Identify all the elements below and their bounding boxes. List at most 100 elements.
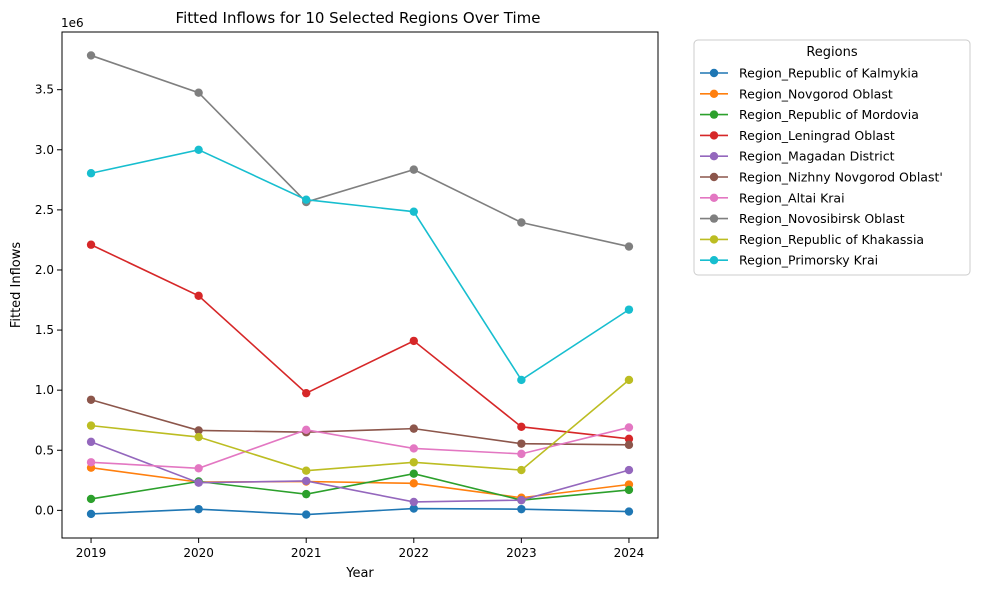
x-tick-label: 2020	[183, 546, 214, 560]
y-axis: 0.0 0.5 1.0 1.5 2.0 2.5 3.0 3.5	[35, 83, 62, 517]
plot-area	[86, 51, 634, 519]
x-tick-label: 2023	[506, 546, 537, 560]
data-point	[302, 195, 311, 204]
legend-entry: Region_Primorsky Krai	[700, 253, 878, 268]
y-tick-label: 2.5	[35, 203, 54, 217]
data-point	[409, 424, 418, 433]
data-point	[302, 466, 311, 475]
data-point	[409, 458, 418, 467]
legend-items: Region_Republic of Kalmykia Region_Novgor…	[700, 66, 943, 268]
x-axis: 2019 2020 2021 2022 2023 2024	[76, 538, 644, 560]
legend-label: Region_Republic of Kalmykia	[739, 66, 919, 81]
legend-swatch-marker	[709, 152, 719, 161]
data-point	[86, 494, 96, 504]
data-point	[517, 439, 526, 448]
legend-swatch-marker	[709, 193, 719, 202]
y-tick-label: 1.0	[35, 383, 54, 397]
data-point	[194, 464, 203, 473]
legend-label: Region_Novgorod Oblast	[739, 86, 893, 101]
legend-label: Region_Leningrad Oblast	[739, 128, 895, 143]
data-point	[194, 88, 203, 97]
data-point	[194, 145, 203, 154]
data-point	[409, 207, 418, 216]
x-tick-label: 2019	[76, 546, 107, 560]
x-tick-label: 2024	[614, 546, 645, 560]
data-point	[302, 425, 311, 435]
y-tick-label: 2.0	[35, 263, 54, 277]
data-point	[517, 465, 526, 475]
series	[86, 463, 634, 502]
data-point	[194, 504, 203, 514]
data-point	[624, 507, 634, 516]
y-tick-label: 0.5	[35, 443, 54, 457]
data-point	[517, 449, 526, 459]
legend-entry: Region_Novosibirsk Oblast	[700, 211, 905, 226]
series	[86, 469, 634, 505]
data-point	[86, 395, 96, 404]
data-point	[624, 305, 634, 314]
legend: Regions Region_Republic of KalmykiaRegio…	[693, 39, 971, 276]
series-line	[90, 379, 630, 472]
series	[86, 375, 634, 475]
data-point	[302, 476, 311, 486]
data-point	[86, 169, 96, 178]
data-point	[624, 434, 634, 444]
series	[86, 423, 634, 473]
data-point	[194, 432, 203, 442]
series-line	[91, 507, 629, 516]
legend-entry: Region_Nizhny Novgorod Oblast'	[700, 170, 943, 185]
legend-swatch-marker	[709, 172, 719, 182]
legend-swatch-marker	[709, 131, 719, 140]
legend-entry: Region_Leningrad Oblast	[700, 128, 895, 143]
data-point	[409, 497, 418, 507]
legend-label: Region_Magadan District	[739, 149, 895, 164]
data-point	[86, 421, 96, 430]
data-point	[409, 469, 418, 478]
series-line	[90, 148, 630, 382]
y-axis-label: Fitted Inflows	[9, 242, 24, 329]
data-point	[86, 458, 96, 467]
data-point	[409, 479, 418, 488]
data-point	[409, 336, 418, 346]
legend-swatch-marker	[709, 214, 719, 223]
legend-entry: Region_Novgorod Oblast	[700, 86, 893, 101]
y-tick-label: 3.0	[35, 143, 54, 157]
chart-title: Fitted Inflows for 10 Selected Regions O…	[176, 9, 541, 27]
data-point	[517, 504, 526, 514]
legend-swatch-marker	[709, 110, 719, 119]
legend-label: Region_Altai Krai	[739, 190, 845, 205]
series-line	[90, 399, 629, 446]
legend-label: Region_Nizhny Novgorod Oblast'	[739, 170, 943, 185]
legend-label: Region_Republic of Mordovia	[739, 107, 919, 122]
series	[86, 504, 634, 519]
series-line	[91, 426, 630, 470]
y-tick-label: 0.0	[35, 503, 54, 517]
data-point	[302, 489, 311, 499]
series	[86, 51, 634, 251]
data-point	[86, 51, 96, 60]
data-point	[302, 510, 311, 519]
data-point	[86, 437, 96, 447]
legend-box	[693, 39, 971, 276]
x-tick-label: 2022	[399, 546, 430, 560]
data-point	[624, 465, 634, 475]
y-tick-label: 1.5	[35, 323, 54, 337]
data-point	[624, 423, 634, 432]
series	[86, 395, 634, 450]
axes-frame	[61, 31, 659, 539]
data-point	[409, 165, 418, 174]
data-point	[624, 242, 634, 251]
data-point	[517, 218, 526, 227]
data-point	[194, 291, 203, 301]
data-point	[624, 485, 634, 495]
legend-entry: Region_Republic of Kalmykia	[700, 66, 919, 81]
legend-swatch-marker	[709, 235, 719, 244]
data-point	[86, 240, 96, 249]
series-line	[90, 472, 630, 501]
legend-swatch-marker	[709, 68, 719, 78]
data-point	[517, 422, 526, 432]
data-point	[86, 509, 96, 519]
data-point	[194, 426, 203, 435]
legend-title: Regions	[806, 45, 858, 60]
legend-entry: Region_Republic of Mordovia	[700, 107, 919, 122]
